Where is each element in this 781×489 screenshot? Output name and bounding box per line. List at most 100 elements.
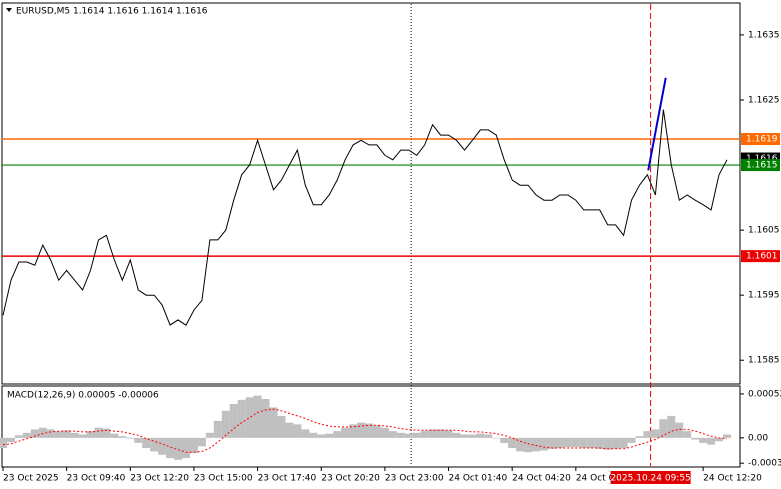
macd-bar [484,434,493,438]
macd-bar [547,437,556,449]
macd-bar [229,404,238,438]
macd-bar [237,399,246,438]
macd-bar [404,433,413,438]
macd-bar [134,437,143,443]
x-tick-label: 23 Oct 15:00 [194,474,253,484]
macd-bar [261,398,270,438]
macd-bar [317,434,326,438]
macd-bar [619,437,628,448]
current-price-label: 1.1616 [746,154,778,164]
macd-bar [341,427,350,438]
macd-bar [197,437,206,447]
macd-bar [420,431,429,438]
macd-bar [86,431,95,438]
y-tick-label: 1.1585 [748,356,780,366]
macd-bar [189,437,198,454]
macd-bar [516,437,525,452]
macd-bar [651,429,660,438]
macd-bar [707,437,716,445]
macd-bar [627,437,636,443]
macd-bar [460,434,469,438]
y-tick-label: 1.1625 [748,95,780,105]
macd-bar [715,437,724,442]
macd-bar [691,437,700,440]
macd-bar [659,419,668,438]
macd-bar [444,430,453,438]
macd-bar [380,427,389,438]
macd-bar [603,437,612,450]
bid-label: 1.1615 [746,161,778,171]
y-tick-label: -0.0003 [748,459,781,469]
price-line [2,109,728,326]
x-tick-label: 24 Oct 12:20 [703,474,762,484]
macd-bar [555,437,564,448]
macd-bar [46,429,55,438]
macd-bar [699,437,708,443]
macd-bar [301,429,310,438]
macd-frame [1,385,741,468]
vline-label-box [610,471,691,484]
macd-bar [181,437,190,459]
bid-box [741,159,780,172]
macd-bar [675,422,684,438]
macd-bar [595,437,604,449]
level-label: 1.1601 [746,252,778,262]
macd-bar [524,437,533,453]
macd-bar [349,424,358,438]
macd-bar [452,432,461,438]
macd-bar [0,437,7,448]
chart-title: EURUSD,M5 1.1614 1.1616 1.1614 1.1616 [16,7,208,17]
macd-bar [277,415,286,438]
macd-bar [571,437,580,448]
x-tick-label: 23 Oct 09:40 [67,474,126,484]
y-tick-label: 1.1595 [748,291,780,301]
x-tick-label: 23 Oct 2025 [3,474,59,484]
macd-bar [118,436,127,438]
macd-bar [357,422,366,438]
vline-label: 2025.10.24 09:55 [610,474,690,484]
macd-bar [643,431,652,438]
macd-bar [269,407,278,438]
macd-bar [723,434,731,438]
macd-bar [396,432,405,438]
macd-bar [70,432,79,438]
macd-bar [253,395,262,438]
macd-title: MACD(12,26,9) 0.00005 -0.00006 [7,391,159,401]
x-tick-label: 23 Oct 20:20 [321,474,380,484]
macd-bar [532,437,541,452]
macd-bar [174,437,183,460]
macd-bar [587,437,596,448]
macd-bar [492,437,501,439]
macd-bar [14,435,23,438]
macd-bar [126,437,135,439]
level-label: 1.1619 [746,135,778,145]
macd-bar [30,429,39,438]
macd-bar [94,427,103,438]
y-tick-label: 1.1605 [748,226,780,236]
macd-bar [102,428,111,438]
y-tick-label: 1.1635 [748,30,780,40]
macd-bar [500,437,509,443]
macd-bar [142,437,151,448]
macd-bar [309,432,318,438]
level-box [741,250,780,263]
macd-bar [540,437,549,451]
macd-bar [325,433,334,438]
x-tick-label: 24 Oct 07:00 [576,474,635,484]
x-tick-label: 24 Oct 01:40 [449,474,508,484]
x-tick-label: 23 Oct 17:40 [258,474,317,484]
macd-bar [683,431,692,438]
level-box [741,133,780,146]
macd-bar [667,415,676,438]
macd-bar [22,432,31,438]
macd-bar [293,424,302,438]
macd-bar [563,437,572,448]
macd-bar [221,410,230,438]
title-arrow [6,8,12,12]
macd-bar [611,437,620,449]
macd-bar [468,434,477,438]
macd-bar [62,430,71,438]
macd-bar [508,437,517,448]
macd-bar [150,437,159,452]
